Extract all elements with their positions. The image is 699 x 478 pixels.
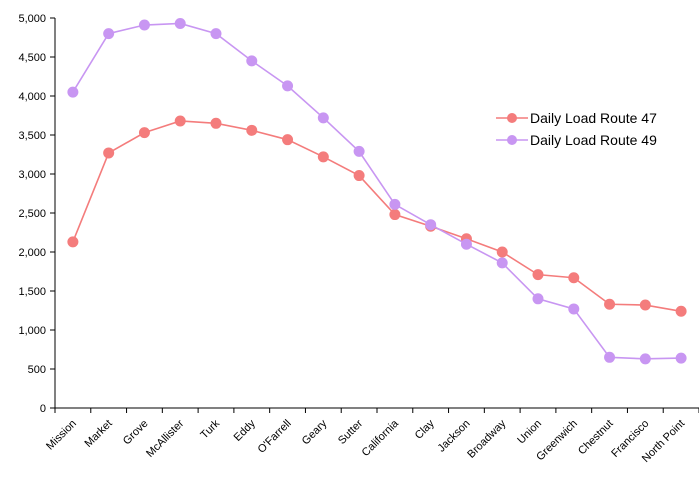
x-tick-label: Clay bbox=[413, 417, 437, 441]
series-2-point bbox=[67, 86, 79, 98]
series-1-point bbox=[67, 236, 79, 248]
axes: 0 500 1,000 1,500 2,000 2,500 3,000 3,500 4,000 4… bbox=[18, 13, 699, 465]
x-tick-label: O'Farrell bbox=[256, 418, 294, 456]
x-tick-label: Union bbox=[515, 418, 544, 447]
x-tick-label: Turk bbox=[198, 417, 222, 441]
series-2-point bbox=[103, 28, 115, 40]
series-1-point bbox=[639, 299, 651, 311]
series-1-point bbox=[317, 151, 329, 163]
series-2-point bbox=[246, 55, 258, 67]
series-1-point bbox=[532, 269, 544, 281]
series-layer bbox=[67, 17, 687, 365]
y-tick-label: 5,000 bbox=[18, 13, 46, 25]
series-2-point bbox=[389, 198, 401, 210]
series-2-point bbox=[604, 351, 616, 363]
series-2-point bbox=[496, 257, 508, 269]
x-tick-label: Geary bbox=[300, 417, 330, 447]
y-tick-label: 0 bbox=[40, 403, 46, 415]
y-tick-label: 4,500 bbox=[18, 52, 46, 64]
legend-marker-2 bbox=[507, 135, 517, 145]
x-tick-label: Grove bbox=[121, 418, 151, 448]
series-2-point bbox=[353, 145, 365, 157]
series-1-point bbox=[103, 147, 115, 159]
x-tick-label: Mission bbox=[44, 418, 79, 453]
series-1-point bbox=[174, 115, 186, 127]
series-1-point bbox=[210, 117, 222, 129]
series-2-point bbox=[532, 293, 544, 305]
y-tick-label: 1,500 bbox=[18, 286, 46, 298]
x-tick-label: Broadway bbox=[465, 417, 508, 460]
series-2-point bbox=[138, 19, 150, 31]
x-tick-label: Eddy bbox=[232, 417, 259, 444]
y-tick-label: 4,000 bbox=[18, 91, 46, 103]
series-1-point bbox=[246, 124, 258, 136]
series-1-point bbox=[282, 134, 294, 146]
series-2-point bbox=[675, 352, 687, 364]
series-1-point bbox=[353, 170, 365, 182]
series-2-point bbox=[210, 28, 222, 40]
series-2-point bbox=[639, 353, 651, 365]
y-tick-label: 500 bbox=[28, 364, 46, 376]
y-tick-label: 3,000 bbox=[18, 169, 46, 181]
legend: Daily Load Route 47 Daily Load Route 49 bbox=[496, 110, 657, 148]
y-tick-label: 3,500 bbox=[18, 130, 46, 142]
legend-label-2: Daily Load Route 49 bbox=[530, 132, 657, 148]
series-1-point bbox=[604, 298, 616, 310]
series-1-point bbox=[568, 272, 580, 284]
series-1-point bbox=[138, 127, 150, 139]
series-line-1 bbox=[72, 120, 682, 313]
y-tick-label: 2,000 bbox=[18, 247, 46, 259]
x-tick-label: Sutter bbox=[336, 417, 365, 446]
y-tick-label: 2,500 bbox=[18, 208, 46, 220]
series-2-point bbox=[425, 219, 437, 231]
series-1-point bbox=[675, 305, 687, 317]
series-2-point bbox=[317, 112, 329, 124]
series-2-point bbox=[174, 17, 186, 29]
series-1-point bbox=[389, 209, 401, 221]
series-2-point bbox=[568, 303, 580, 315]
x-tick-label: California bbox=[360, 417, 402, 459]
x-tick-label: McAllister bbox=[144, 417, 186, 459]
series-2-point bbox=[460, 238, 472, 250]
series-line-2 bbox=[72, 22, 682, 360]
series-2-point bbox=[282, 80, 294, 92]
series-1-point bbox=[496, 246, 508, 258]
y-tick-label: 1,000 bbox=[18, 325, 46, 337]
x-tick-label: Market bbox=[83, 418, 115, 450]
legend-marker-1 bbox=[507, 113, 517, 123]
legend-label-1: Daily Load Route 47 bbox=[530, 110, 657, 126]
